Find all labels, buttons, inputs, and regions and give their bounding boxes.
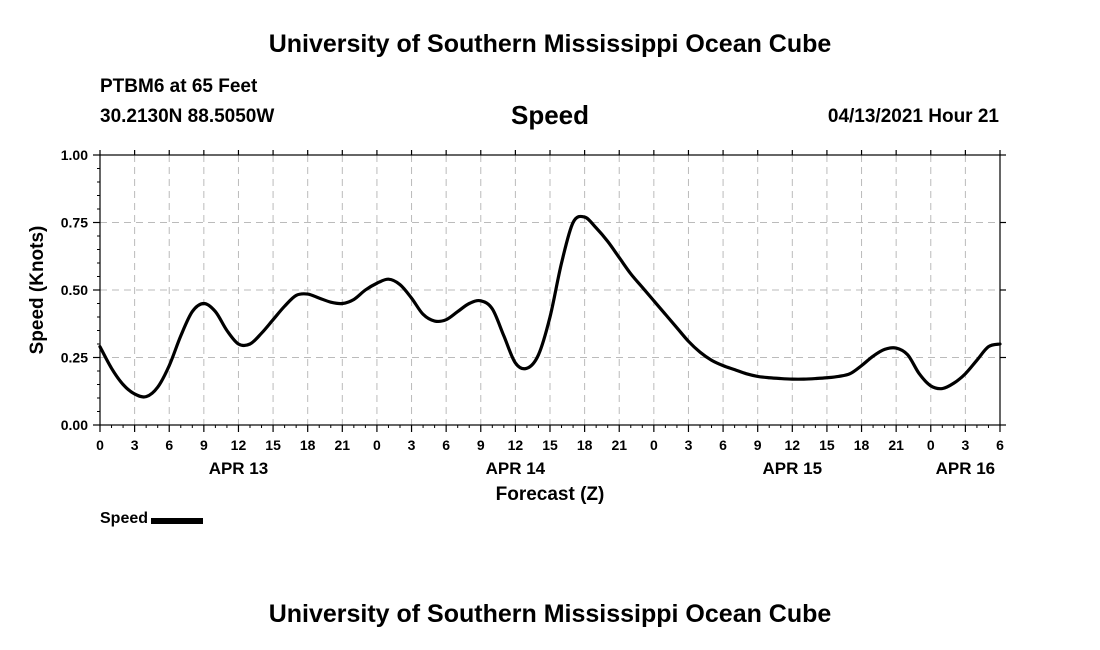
legend-swatch <box>151 518 204 524</box>
x-axis-label: Forecast (Z) <box>496 484 605 505</box>
x-tick-label: 18 <box>577 437 593 453</box>
station-coordinates: 30.2130N 88.5050W <box>100 106 275 127</box>
date-label: APR 15 <box>763 459 823 478</box>
y-tick-label: 0.25 <box>61 350 88 366</box>
x-tick-label: 9 <box>754 437 762 453</box>
x-tick-label: 21 <box>888 437 904 453</box>
x-tick-label: 6 <box>996 437 1004 453</box>
x-tick-label: 15 <box>265 437 281 453</box>
x-tick-label: 15 <box>542 437 558 453</box>
x-tick-label: 0 <box>373 437 381 453</box>
date-label: APR 14 <box>486 459 546 478</box>
x-tick-label: 15 <box>819 437 835 453</box>
x-tick-label: 12 <box>785 437 801 453</box>
x-tick-label: 6 <box>165 437 173 453</box>
footer-title: University of Southern Mississippi Ocean… <box>268 600 832 628</box>
x-tick-label: 18 <box>300 437 316 453</box>
x-tick-label: 6 <box>719 437 727 453</box>
x-tick-label: 3 <box>408 437 416 453</box>
y-axis-label: Speed (Knots) <box>27 226 48 355</box>
grid-layer <box>100 155 1000 425</box>
date-label: APR 13 <box>209 459 269 478</box>
date-label: APR 16 <box>936 459 996 478</box>
x-tick-label: 3 <box>961 437 969 453</box>
chart-title: Speed <box>510 100 590 130</box>
y-tick-label: 0.75 <box>61 215 88 231</box>
page-title: University of Southern Mississippi Ocean… <box>268 30 832 58</box>
x-tick-label: 0 <box>96 437 104 453</box>
forecast-datetime: 04/13/2021 Hour 21 <box>827 106 999 127</box>
series-layer <box>98 214 1002 399</box>
x-tick-label: 9 <box>200 437 208 453</box>
x-tick-label: 3 <box>685 437 693 453</box>
axis-layer: 0.00 0.25 0.50 0.75 1.00 0 3 6 9 12 15 18 21 0 3 6 9 12 15… <box>61 147 1006 478</box>
x-tick-label: 12 <box>508 437 524 453</box>
x-tick-label: 9 <box>477 437 485 453</box>
legend: Speed <box>100 510 204 528</box>
x-tick-label: 18 <box>854 437 870 453</box>
x-tick-label: 21 <box>335 437 351 453</box>
x-tick-label: 12 <box>231 437 247 453</box>
x-tick-label: 0 <box>650 437 658 453</box>
legend-label: Speed <box>100 510 149 527</box>
y-tick-label: 0.50 <box>61 282 88 298</box>
x-tick-label: 6 <box>442 437 450 453</box>
y-tick-label: 1.00 <box>61 147 88 163</box>
x-tick-label: 21 <box>611 437 627 453</box>
station-label: PTBM6 at 65 Feet <box>100 76 258 97</box>
speed-series-line <box>98 214 1002 399</box>
x-tick-label: 3 <box>131 437 139 453</box>
y-tick-label: 0.00 <box>61 417 88 433</box>
x-tick-label: 0 <box>927 437 935 453</box>
